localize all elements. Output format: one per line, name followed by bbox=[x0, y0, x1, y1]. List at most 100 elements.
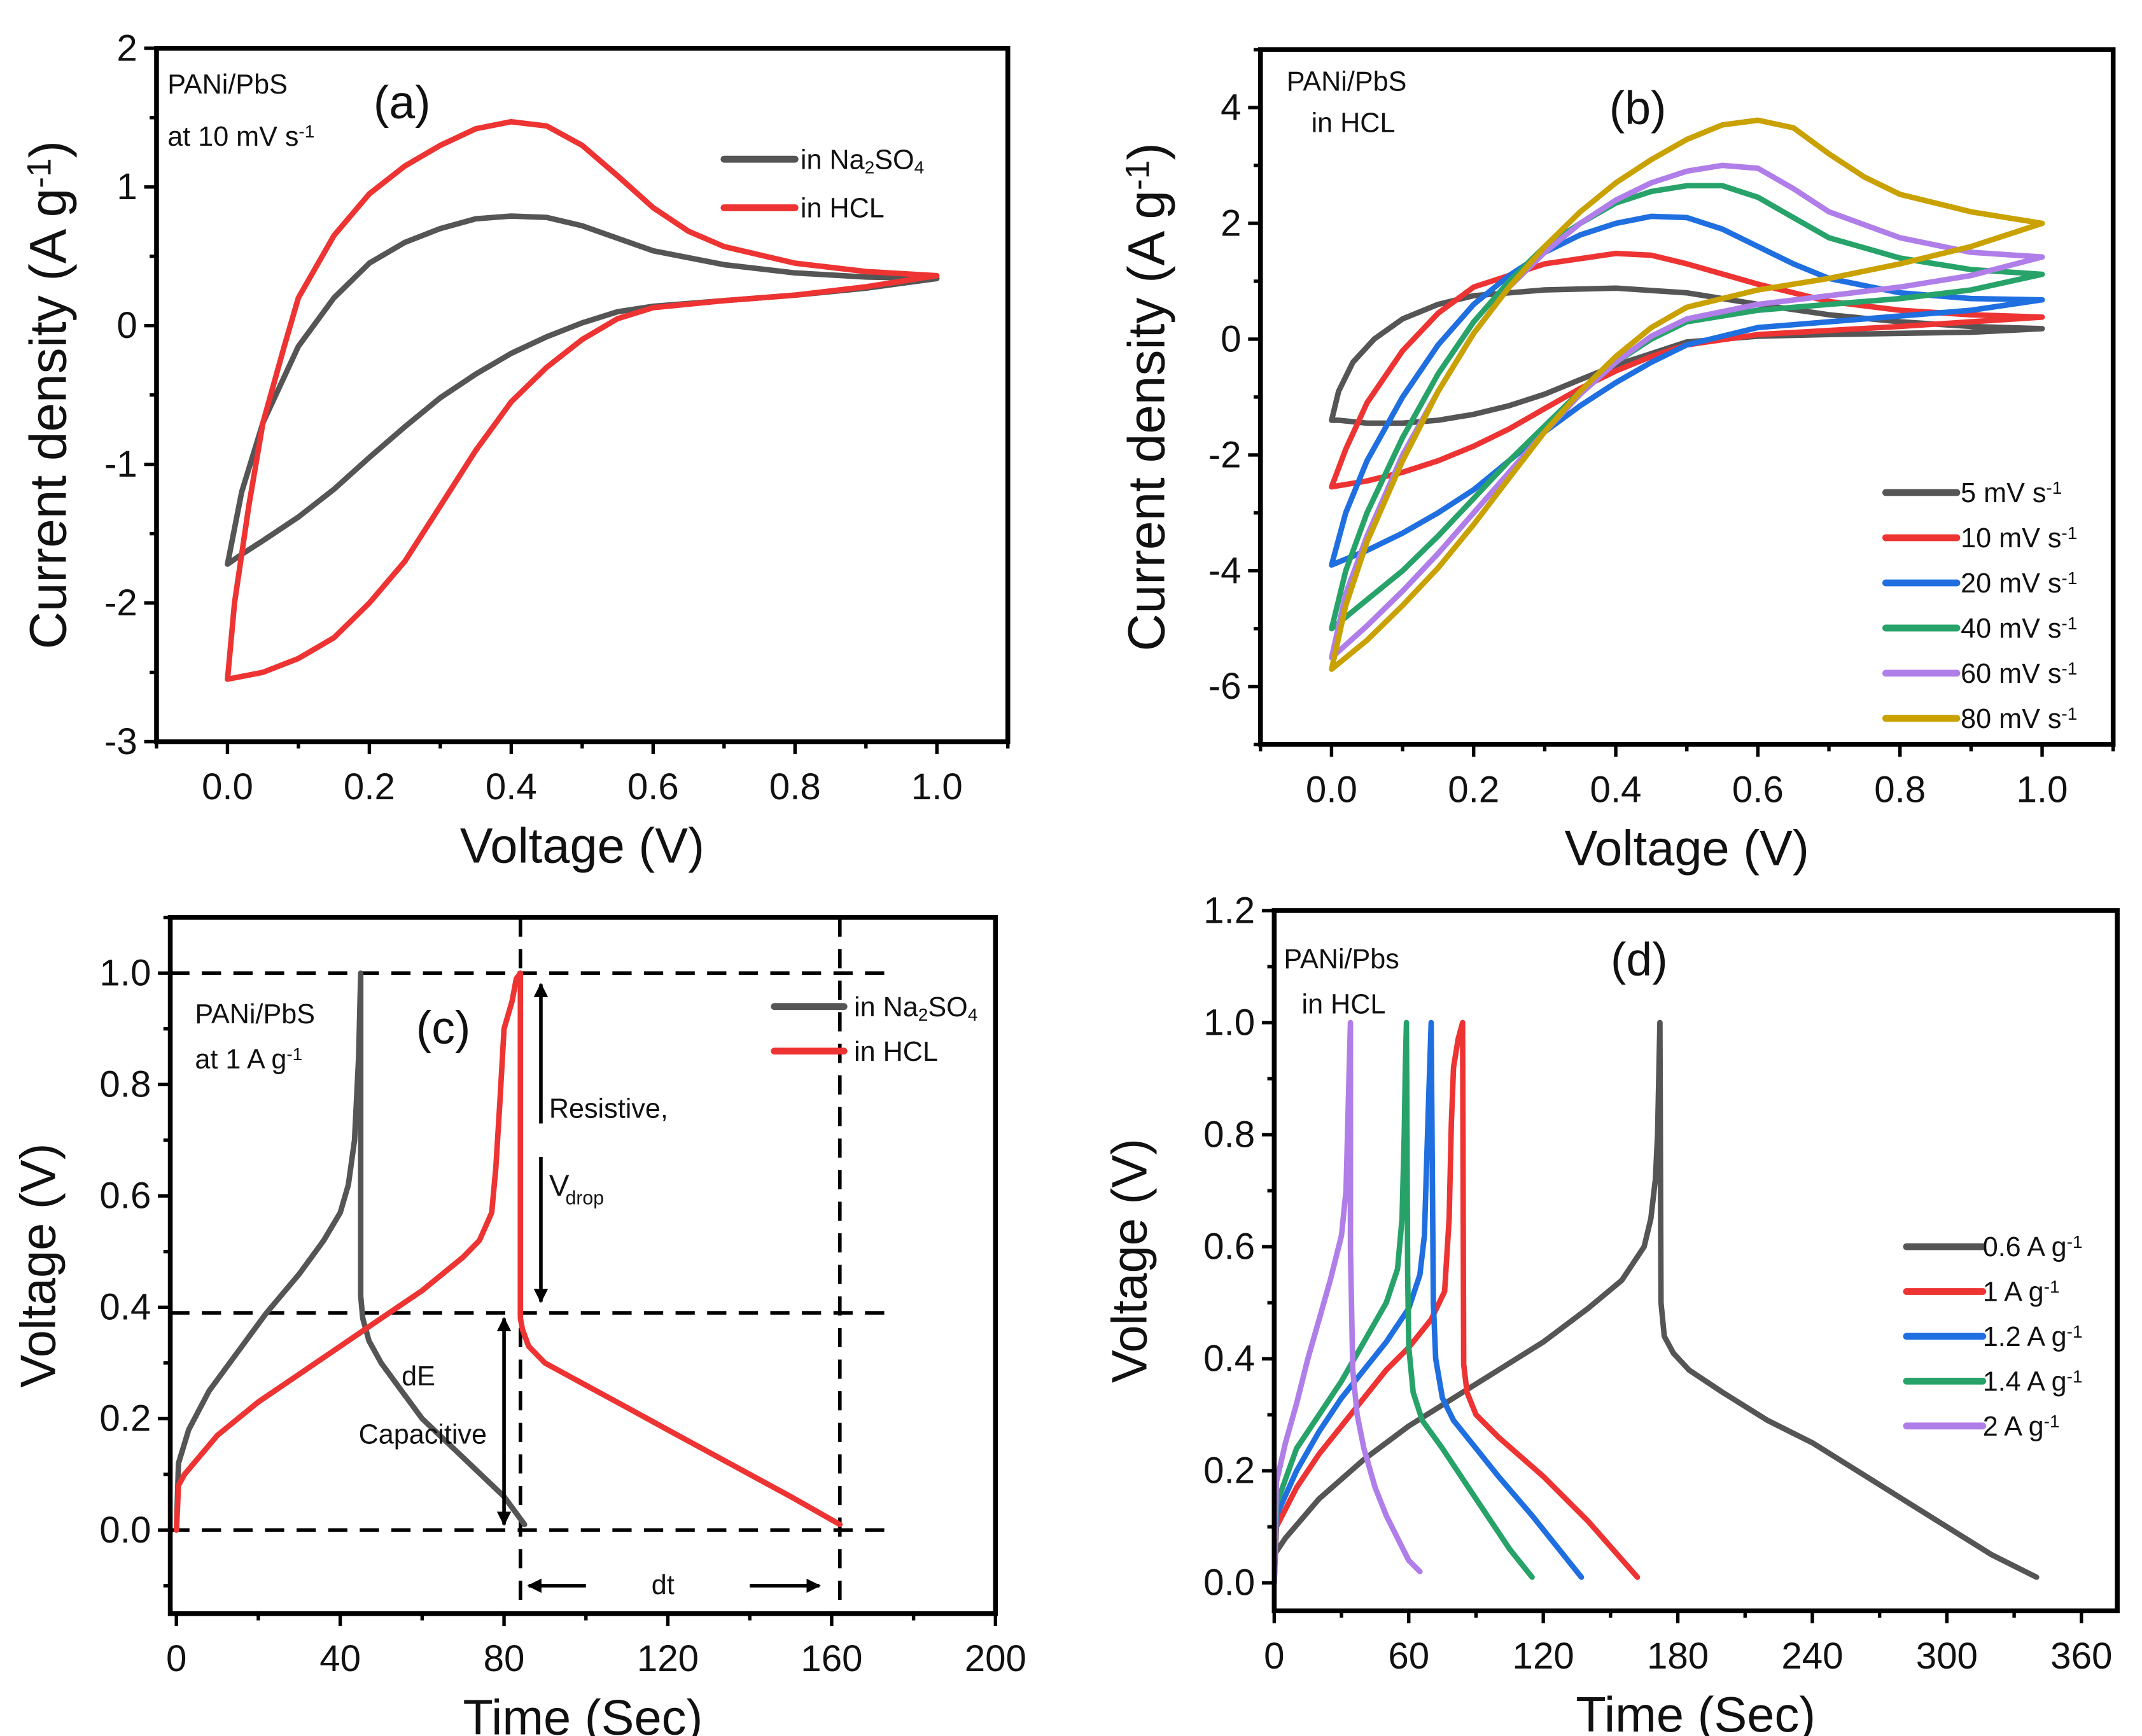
series-line-1 bbox=[225, 118, 940, 682]
annotation-text: PANi/PbS bbox=[1287, 67, 1407, 97]
annotation-text: at 1 A g-1 bbox=[195, 1044, 302, 1075]
legend-label: 40 mV s-1 bbox=[1961, 613, 2077, 644]
x-tick-label: 0.6 bbox=[1732, 769, 1784, 810]
y-axis: 0.0 0.2 0.4 0.6 0.8 1.0 bbox=[99, 915, 171, 1588]
panel-b: 0.0 0.2 0.4 0.6 0.8 1.0 -6 -4 -2 0 2 4 Voltage (V) Cu… bbox=[1118, 47, 2116, 876]
x-tick-label: 0 bbox=[166, 1638, 186, 1679]
x-axis: 0.0 0.2 0.4 0.6 0.8 1.0 bbox=[1259, 744, 2115, 810]
panel-d: 0 60 120 180 240 300 360 0.0 0.2 0.4 0.6 0.8 1.0 1.2 T… bbox=[1103, 890, 2120, 1736]
legend: 5 mV s-1 10 mV s-1 20 mV s-1 40 mV s-1 60 mV… bbox=[1882, 478, 2077, 734]
legend-label: in HCL bbox=[854, 1037, 938, 1067]
y-tick-label: 4 bbox=[1221, 87, 1241, 128]
series-line-2 bbox=[1274, 1019, 1585, 1586]
y-tick-label: 0.0 bbox=[1203, 1562, 1255, 1604]
legend-label: in Na2SO4 bbox=[801, 144, 924, 177]
annotation-text: PANi/PbS bbox=[167, 69, 288, 100]
x-tick-label: 300 bbox=[1916, 1635, 1978, 1677]
resistive-label: Resistive, bbox=[549, 1094, 668, 1124]
legend-label: 2 A g-1 bbox=[1983, 1411, 2060, 1442]
series-line-1 bbox=[1274, 1019, 1641, 1586]
x-axis: 0.0 0.2 0.4 0.6 0.8 1.0 bbox=[155, 741, 1010, 808]
annotation-text: in HCL bbox=[1312, 108, 1396, 138]
series-group bbox=[1274, 1019, 2040, 1586]
y-tick-label: 0.6 bbox=[99, 1175, 151, 1217]
vdrop-label: V bbox=[549, 1169, 570, 1203]
de-label: dE bbox=[402, 1361, 435, 1392]
x-tick-label: 360 bbox=[2050, 1635, 2112, 1677]
x-axis-title: Voltage (V) bbox=[1565, 822, 1809, 876]
series-group bbox=[1329, 117, 2045, 672]
y-tick-label: 2 bbox=[116, 27, 137, 69]
series-group bbox=[225, 118, 940, 682]
x-axis-title: Time (Sec) bbox=[1576, 1688, 1816, 1736]
y-axis: 0.0 0.2 0.4 0.6 0.8 1.0 1.2 bbox=[1203, 890, 1275, 1604]
legend-label: 20 mV s-1 bbox=[1961, 568, 2077, 599]
plot-frame bbox=[167, 914, 998, 1616]
series-line-1 bbox=[173, 970, 843, 1533]
legend-label: 1 A g-1 bbox=[1983, 1277, 2060, 1308]
annotation-text: in HCL bbox=[1301, 990, 1385, 1020]
panel-label: (d) bbox=[1611, 933, 1668, 985]
x-tick-label: 80 bbox=[484, 1638, 525, 1679]
series-line-0 bbox=[1329, 285, 2045, 426]
x-tick-label: 0 bbox=[1264, 1635, 1284, 1677]
y-tick-label: 0 bbox=[1221, 318, 1241, 360]
legend-label: in Na2SO4 bbox=[854, 992, 977, 1025]
annotation-text: at 10 mV s-1 bbox=[167, 122, 314, 152]
series-line-4 bbox=[1274, 1019, 1423, 1586]
y-tick-label: -2 bbox=[104, 582, 137, 624]
x-tick-label: 0.2 bbox=[1448, 769, 1499, 810]
x-tick-label: 160 bbox=[801, 1638, 862, 1679]
y-tick-label: 0.2 bbox=[1203, 1450, 1255, 1492]
x-tick-label: 120 bbox=[637, 1638, 699, 1679]
x-axis: 0 60 120 180 240 300 360 bbox=[1264, 1611, 2112, 1677]
x-tick-label: 60 bbox=[1388, 1635, 1429, 1677]
y-tick-label: 2 bbox=[1221, 202, 1241, 244]
y-tick-label: -6 bbox=[1208, 666, 1242, 707]
legend: 0.6 A g-1 1 A g-1 1.2 A g-1 1.4 A g-1 2 A g-… bbox=[1903, 1232, 2083, 1442]
y-tick-label: -4 bbox=[1208, 550, 1242, 591]
x-axis-title: Voltage (V) bbox=[460, 818, 704, 873]
legend-label: 10 mV s-1 bbox=[1961, 523, 2077, 554]
x-axis: 0 40 80 120 160 200 bbox=[166, 1613, 1026, 1679]
x-tick-label: 0.4 bbox=[1590, 769, 1642, 810]
legend-label: 80 mV s-1 bbox=[1961, 704, 2077, 734]
y-tick-label: 0.0 bbox=[99, 1509, 151, 1551]
x-tick-label: 0.2 bbox=[344, 766, 395, 808]
legend: in Na2SO4 in HCL bbox=[720, 144, 924, 224]
annotation-text: PANi/PbS bbox=[195, 999, 315, 1030]
y-tick-label: 0.6 bbox=[1203, 1226, 1255, 1268]
series-group bbox=[173, 970, 843, 1533]
y-tick-label: 0.4 bbox=[99, 1287, 151, 1328]
y-tick-label: 1.0 bbox=[99, 953, 151, 994]
y-axis-title: Voltage (V) bbox=[1103, 1138, 1158, 1383]
legend-label: 1.2 A g-1 bbox=[1983, 1322, 2083, 1352]
x-tick-label: 240 bbox=[1781, 1635, 1843, 1677]
x-tick-label: 0.8 bbox=[769, 766, 821, 808]
x-tick-label: 120 bbox=[1513, 1635, 1574, 1677]
series-line-0 bbox=[225, 213, 940, 567]
legend-label: in HCL bbox=[801, 193, 885, 224]
y-axis-title: Current density (A g-1) bbox=[20, 141, 78, 649]
legend-label: 0.6 A g-1 bbox=[1983, 1232, 2083, 1263]
series-line-1 bbox=[1329, 250, 2045, 490]
x-tick-label: 0.6 bbox=[627, 766, 679, 808]
series-line-5 bbox=[1329, 117, 2045, 672]
y-tick-label: 0 bbox=[116, 305, 137, 346]
legend-label: 1.4 A g-1 bbox=[1983, 1366, 2083, 1397]
panel-c: 0 40 80 120 160 200 0.0 0.2 0.4 0.6 0.8 1.0 Time (Se… bbox=[11, 914, 1026, 1736]
y-tick-label: -2 bbox=[1208, 434, 1242, 475]
y-tick-label: 0.4 bbox=[1203, 1338, 1255, 1380]
x-tick-label: 0.0 bbox=[1306, 769, 1357, 810]
plot-frame bbox=[1271, 908, 2120, 1614]
x-tick-label: 40 bbox=[319, 1638, 361, 1679]
y-tick-label: 0.8 bbox=[1203, 1114, 1255, 1155]
x-tick-label: 200 bbox=[965, 1638, 1026, 1679]
y-tick-label: 0.8 bbox=[99, 1064, 151, 1105]
legend: in Na2SO4 in HCL bbox=[771, 992, 977, 1067]
y-axis-title: Voltage (V) bbox=[11, 1144, 66, 1388]
capacitive-label: Capacitive bbox=[359, 1420, 487, 1450]
legend-label: 60 mV s-1 bbox=[1961, 659, 2077, 689]
